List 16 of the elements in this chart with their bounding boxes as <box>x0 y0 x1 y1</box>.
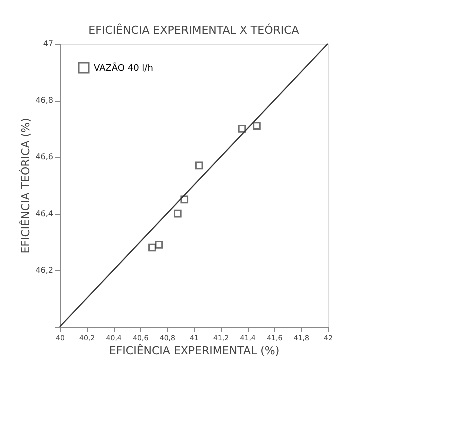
y-tick-label: 46,4 <box>36 209 54 218</box>
y-tick-label: 46,2 <box>36 266 54 275</box>
y-tick-label: 46,6 <box>36 152 54 162</box>
y-tick-label: 46,8 <box>36 96 54 106</box>
point <box>253 122 261 130</box>
legend-label: VAZÃO 40 l/h <box>94 62 154 74</box>
point <box>238 124 246 133</box>
point <box>148 244 156 252</box>
point <box>155 241 164 249</box>
y-axis-title: EFICIÊNCIA TEÓRICA (%) <box>18 118 33 254</box>
point <box>180 196 189 204</box>
chart-title: EFICIÊNCIA EXPERIMENTAL X TEÓRICA <box>88 23 300 37</box>
point <box>195 162 204 170</box>
point <box>174 210 182 218</box>
y-tick-label: 47 <box>43 40 54 48</box>
x-axis-title: EFICIÊNCIA EXPERIMENTAL (%) <box>109 344 280 358</box>
